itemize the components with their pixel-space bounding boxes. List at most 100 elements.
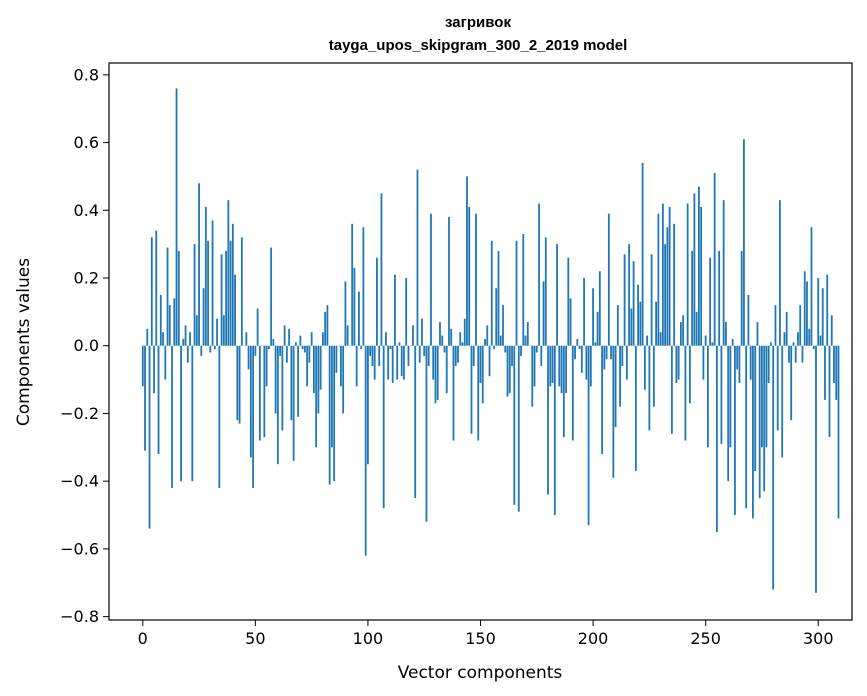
bar [540,345,543,367]
bar [610,345,612,360]
bar [596,311,599,346]
bar [387,345,390,380]
bar [589,345,592,387]
bar [427,345,430,367]
bar [355,345,358,387]
bar [211,220,214,346]
bar [403,345,405,380]
bar [794,345,797,363]
bar [371,345,374,367]
bar [454,345,457,367]
bar [267,345,270,350]
bar [245,332,248,346]
bar [294,342,297,346]
bar [601,345,603,455]
bar [558,345,561,387]
bar [146,328,149,346]
y-tick-label: 0.0 [74,336,99,355]
bar [594,342,597,346]
bars-group [141,88,840,593]
bar [513,345,516,505]
bar [481,345,484,404]
bar [249,345,252,458]
bar [276,345,279,465]
bar [202,288,205,346]
bar [675,345,678,383]
bar [385,332,387,346]
bar [693,193,696,346]
y-tick-label: 0.6 [74,133,99,152]
bar [200,345,203,356]
bar [524,335,527,346]
bar [632,261,635,346]
bar [358,291,360,346]
bar [195,315,198,346]
bar [720,345,723,444]
bar [256,308,259,346]
bar [204,206,207,346]
bar [833,345,835,383]
y-tick-label: −0.6 [60,539,99,558]
bar [470,345,473,434]
bar [630,308,633,346]
bar [229,240,232,346]
bar [826,274,829,346]
bar [351,223,354,346]
bar [652,345,655,407]
bar [159,294,162,346]
bar [657,213,660,346]
bar [263,345,266,438]
bar [421,318,423,346]
bar [439,322,441,346]
bar [763,345,766,492]
bar [319,345,322,390]
bar [209,345,212,353]
y-tick-label: 0.2 [74,269,99,288]
bar [303,345,306,353]
bar [677,345,680,380]
bar [252,345,254,488]
bar [193,244,196,346]
bar [664,244,667,346]
bar [331,345,333,448]
bar [155,230,158,346]
bar [231,223,234,346]
bar [162,332,164,346]
bar [463,318,466,346]
bar [648,345,651,431]
bar [607,213,610,346]
bar [641,162,644,346]
bar [405,278,408,346]
bar [186,345,189,363]
y-tick-label: −0.8 [60,607,99,626]
bar [722,200,725,346]
bar [619,345,621,407]
bar [792,342,795,346]
bar [679,322,682,346]
bar [324,311,327,346]
bar [168,305,171,346]
bar [497,250,500,346]
bar [396,345,399,380]
bar [698,186,700,346]
bar [335,345,338,373]
bar [761,345,763,448]
bar [150,237,153,346]
bar [754,345,757,472]
bar [623,254,626,346]
bar [522,233,525,346]
bar [312,345,315,394]
bar [659,332,662,346]
bar [423,345,426,356]
bar [333,345,336,482]
bar [736,345,739,370]
bar [425,345,428,522]
bar [727,345,730,482]
bar [490,240,493,346]
bar [394,274,396,346]
y-tick-label: −0.2 [60,404,99,423]
bar [283,325,286,346]
bar [360,345,363,350]
bar [308,345,311,363]
bar [767,345,770,383]
